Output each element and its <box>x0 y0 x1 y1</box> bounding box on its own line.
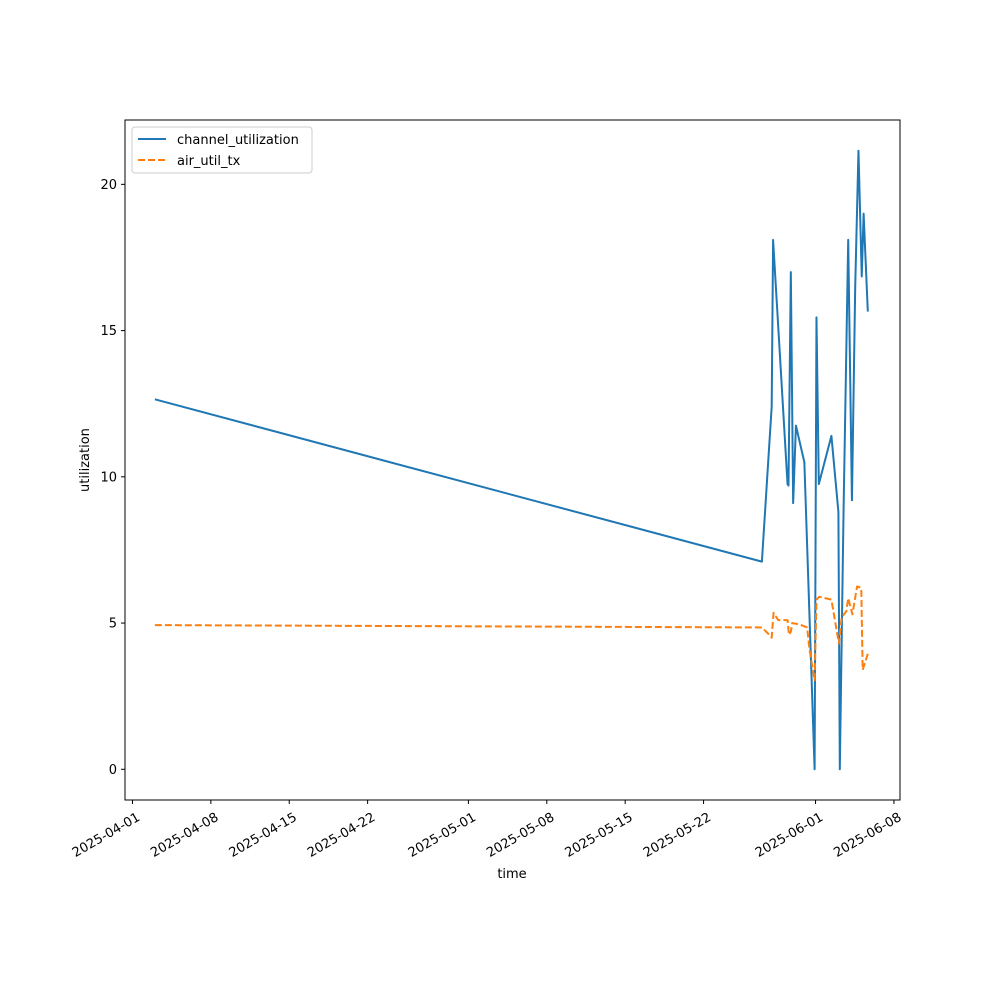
x-tick-label: 2025-06-08 <box>831 810 904 861</box>
y-tick-label: 20 <box>100 178 117 193</box>
legend: channel_utilization air_util_tx <box>131 126 313 174</box>
x-tick-label: 2025-05-15 <box>563 810 636 861</box>
plot-area <box>125 120 900 800</box>
legend-label-air-util-tx: air_util_tx <box>177 154 241 169</box>
x-tick-label: 2025-04-22 <box>305 810 378 861</box>
x-tick-label: 2025-05-22 <box>641 810 714 861</box>
x-tick-label: 2025-04-01 <box>70 810 143 861</box>
series-line-channel-utilization <box>154 149 869 771</box>
y-axis: 0 5 10 15 20 <box>100 178 125 778</box>
y-tick-label: 10 <box>100 470 117 485</box>
x-tick-label: 2025-05-01 <box>406 810 479 861</box>
x-tick-label: 2025-05-08 <box>484 810 557 861</box>
legend-box <box>131 126 313 174</box>
x-axis-label: time <box>497 867 526 882</box>
y-tick-label: 5 <box>109 617 117 632</box>
y-tick-label: 15 <box>100 324 117 339</box>
plot-frame <box>124 119 901 801</box>
x-tick-label: 2025-06-01 <box>753 810 826 861</box>
series-line-air-util-tx <box>154 585 869 682</box>
x-tick-label: 2025-04-15 <box>227 810 300 861</box>
x-axis: 2025-04-01 2025-04-08 2025-04-15 2025-04-22… <box>70 800 904 861</box>
series-layer <box>154 149 869 771</box>
y-tick-label: 0 <box>109 763 117 778</box>
legend-label-channel-utilization: channel_utilization <box>177 133 299 148</box>
y-axis-label: utilization <box>78 428 93 492</box>
x-tick-label: 2025-04-08 <box>148 810 221 861</box>
